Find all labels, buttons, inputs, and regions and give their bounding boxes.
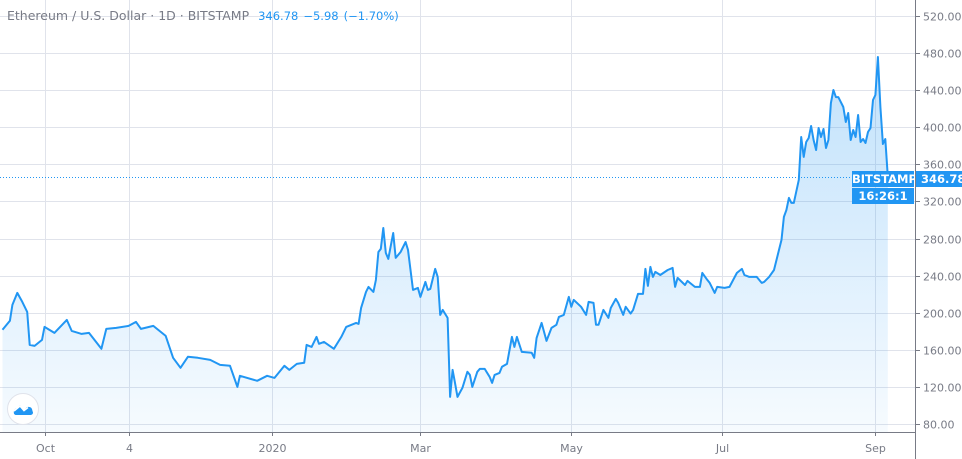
chart-legend: Ethereum / U.S. Dollar · 1D · BITSTAMP 3… (7, 8, 404, 23)
time-tick-label: 2020 (259, 442, 287, 455)
time-tick-label: Oct (36, 442, 56, 455)
separator: · (179, 8, 184, 23)
symbol-title[interactable]: Ethereum / U.S. Dollar (7, 8, 147, 23)
price-line-series (1, 56, 889, 398)
interval-label[interactable]: 1D (158, 8, 176, 23)
tradingview-cloud-icon (13, 404, 34, 415)
price-tick-label: 480.00 (923, 48, 962, 61)
price-axis[interactable]: 80.00 120.00 160.00 200.00 240.00 280.00 320.0… (916, 11, 962, 432)
bar-countdown-tag: 16:26:1 (852, 188, 914, 204)
axes (0, 0, 916, 459)
exchange-price-tag: BITSTAMP (852, 171, 914, 187)
price-tick-label: 200.00 (923, 308, 962, 321)
price-tick-label: 360.00 (923, 159, 962, 172)
price-tick-label: 80.00 (923, 419, 955, 432)
price-tick-label: 240.00 (923, 271, 962, 284)
time-axis[interactable]: Oct 4 2020 Mar May Jul Sep (36, 432, 886, 455)
price-area-fill (2, 57, 888, 432)
last-price-value: 346.78 (258, 9, 299, 23)
last-price-tag: 346.78 (916, 171, 962, 187)
time-tick-label: Jul (715, 442, 729, 455)
separator: · (150, 8, 155, 23)
change-percent: (−1.70%) (343, 9, 399, 23)
exchange-label: BITSTAMP (187, 8, 250, 23)
price-tick-label: 120.00 (923, 382, 962, 395)
time-tick-label: Mar (410, 442, 431, 455)
price-tick-label: 520.00 (923, 11, 962, 24)
price-tick-label: 320.00 (923, 196, 962, 209)
price-tick-label: 280.00 (923, 234, 962, 247)
price-tick-label: 160.00 (923, 345, 962, 358)
change-value: −5.98 (303, 9, 339, 23)
time-tick-label: 4 (126, 442, 133, 455)
legend-values: 346.78 −5.98 (−1.70%) (258, 9, 404, 23)
price-tick-label: 440.00 (923, 85, 962, 98)
tradingview-logo[interactable] (7, 393, 39, 425)
price-tick-label: 400.00 (923, 122, 962, 135)
time-tick-label: May (560, 442, 583, 455)
time-tick-label: Sep (865, 442, 886, 455)
